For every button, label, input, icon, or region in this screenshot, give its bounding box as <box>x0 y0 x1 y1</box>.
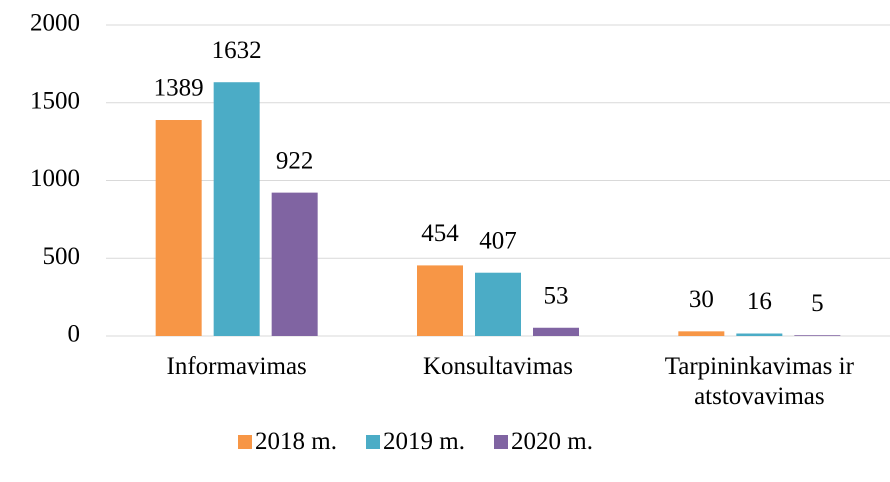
legend-label: 2020 m. <box>511 428 593 455</box>
data-label: 407 <box>479 227 517 254</box>
data-label: 1389 <box>154 75 204 102</box>
bar <box>213 82 260 336</box>
legend-item: 2020 m. <box>494 428 593 456</box>
legend-label: 2018 m. <box>255 428 337 455</box>
bar <box>417 265 463 336</box>
data-label: 922 <box>276 147 314 174</box>
legend-swatch <box>494 435 508 449</box>
legend-swatch <box>238 435 252 449</box>
bar <box>271 192 318 336</box>
y-tick-label: 500 <box>43 243 81 270</box>
y-tick-label: 2000 <box>30 10 80 37</box>
y-tick-label: 1500 <box>30 87 80 114</box>
bar <box>736 333 783 336</box>
bar <box>794 335 841 336</box>
bar <box>533 327 579 336</box>
bar <box>678 331 725 336</box>
y-tick-label: 0 <box>68 321 81 348</box>
x-tick-label: Informavimas <box>166 353 307 380</box>
data-label: 1632 <box>212 37 262 64</box>
y-tick-label: 1000 <box>30 165 80 192</box>
bar <box>475 272 521 336</box>
legend-label: 2019 m. <box>383 428 465 455</box>
legend-swatch <box>366 435 380 449</box>
legend-item: 2018 m. <box>238 428 337 456</box>
x-tick-label: Konsultavimas <box>423 353 573 380</box>
data-label: 5 <box>811 290 824 317</box>
x-tick-label: Tarpininkavimas ir atstovavimas <box>664 353 854 410</box>
data-label: 454 <box>421 220 459 247</box>
data-label: 53 <box>544 282 569 309</box>
data-label: 16 <box>747 288 772 315</box>
legend-item: 2019 m. <box>366 428 465 456</box>
bar <box>155 120 202 336</box>
data-label: 30 <box>689 286 714 313</box>
